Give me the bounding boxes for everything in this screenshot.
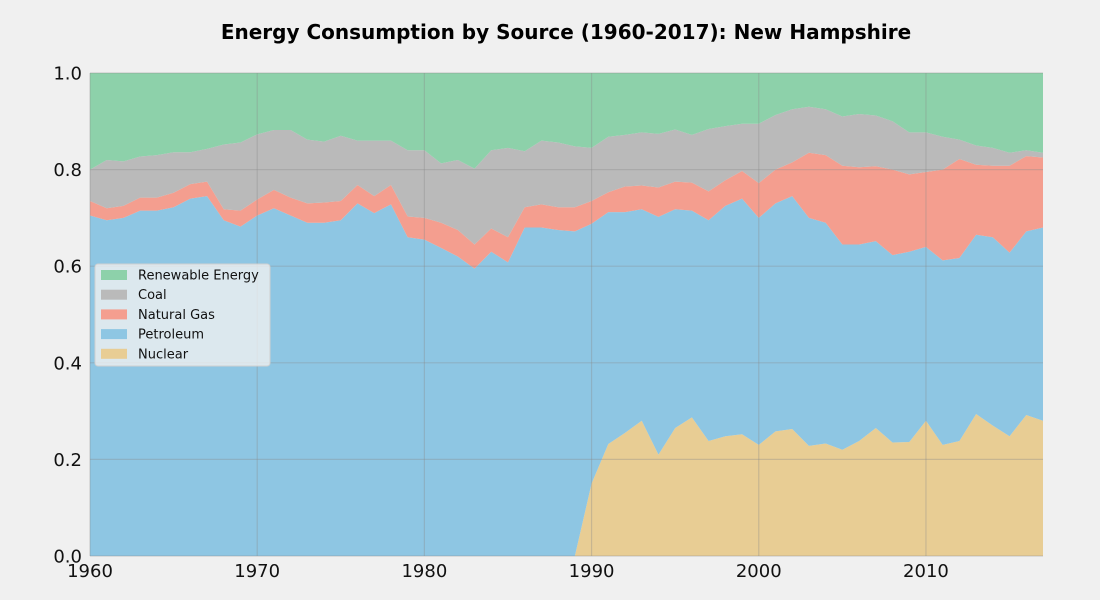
legend-box (94, 263, 271, 367)
y-tick-label: 0.0 (53, 547, 82, 568)
y-tick-label: 0.4 (53, 353, 82, 374)
y-tick-label: 0.6 (53, 257, 82, 278)
stacked-areas (90, 73, 1043, 557)
legend-swatch-petroleum (101, 329, 127, 340)
x-tick-label: 1960 (67, 561, 113, 582)
x-tick-label: 1990 (569, 561, 615, 582)
y-tick-label: 0.2 (53, 450, 82, 471)
legend-label-coal: Coal (138, 288, 167, 303)
chart-title: Energy Consumption by Source (1960-2017)… (221, 20, 911, 44)
legend-label-petroleum: Petroleum (138, 328, 204, 343)
legend-label-natural-gas: Natural Gas (138, 308, 215, 323)
x-tick-label: 1970 (234, 561, 280, 582)
area-nuclear (90, 414, 1043, 556)
x-tick-labels: 1960 1970 1980 1990 2000 2010 (67, 561, 949, 582)
x-tick-label: 2010 (903, 561, 949, 582)
legend-label-nuclear: Nuclear (138, 347, 189, 362)
legend-swatch-natural-gas (101, 309, 127, 320)
legend-swatch-renewable-energy (101, 270, 127, 280)
legend-label-renewable-energy: Renewable Energy (138, 269, 259, 284)
legend-swatch-coal (101, 289, 127, 300)
area-renewable-energy (90, 73, 1043, 170)
y-tick-labels: 0.0 0.2 0.4 0.6 0.8 1.0 (53, 64, 82, 568)
area-natural-gas (90, 152, 1043, 269)
y-tick-label: 0.8 (53, 160, 82, 181)
area-coal (90, 106, 1043, 245)
area-petroleum (90, 196, 1043, 557)
legend: Renewable Energy Coal Natural Gas Petroleum… (94, 263, 271, 367)
x-tick-label: 1980 (401, 561, 447, 582)
y-tick-label: 1.0 (53, 64, 82, 85)
legend-swatch-nuclear (101, 348, 127, 359)
x-tick-label: 2000 (736, 561, 782, 582)
